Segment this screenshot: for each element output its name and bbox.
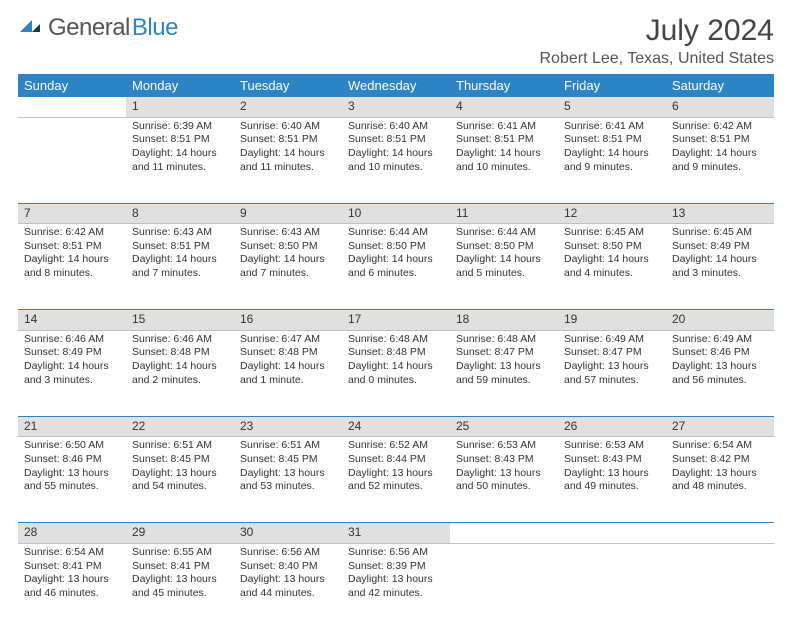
day-detail-cell: Sunrise: 6:40 AMSunset: 8:51 PMDaylight:… [234, 117, 342, 203]
day-detail-cell: Sunrise: 6:53 AMSunset: 8:43 PMDaylight:… [450, 437, 558, 523]
day-number-cell: 17 [342, 310, 450, 331]
day-number-cell: 10 [342, 203, 450, 224]
weekday-header: Monday [126, 74, 234, 97]
day-number-cell: 30 [234, 523, 342, 544]
day-detail-cell: Sunrise: 6:41 AMSunset: 8:51 PMDaylight:… [558, 117, 666, 203]
weekday-header: Tuesday [234, 74, 342, 97]
weekday-header: Wednesday [342, 74, 450, 97]
day-detail-cell: Sunrise: 6:54 AMSunset: 8:41 PMDaylight:… [18, 543, 126, 629]
weekday-header: Sunday [18, 74, 126, 97]
day-number-cell: 28 [18, 523, 126, 544]
day-number-cell: 15 [126, 310, 234, 331]
day-detail-cell: Sunrise: 6:39 AMSunset: 8:51 PMDaylight:… [126, 117, 234, 203]
day-detail-cell: Sunrise: 6:48 AMSunset: 8:47 PMDaylight:… [450, 330, 558, 416]
day-detail-cell: Sunrise: 6:47 AMSunset: 8:48 PMDaylight:… [234, 330, 342, 416]
day-number-cell [558, 523, 666, 544]
day-number-cell: 3 [342, 97, 450, 117]
day-detail-cell: Sunrise: 6:48 AMSunset: 8:48 PMDaylight:… [342, 330, 450, 416]
day-number-cell: 4 [450, 97, 558, 117]
day-detail-cell: Sunrise: 6:45 AMSunset: 8:50 PMDaylight:… [558, 224, 666, 310]
day-number-cell: 1 [126, 97, 234, 117]
day-detail-cell: Sunrise: 6:49 AMSunset: 8:46 PMDaylight:… [666, 330, 774, 416]
calendar-table: SundayMondayTuesdayWednesdayThursdayFrid… [18, 74, 774, 629]
day-number-cell: 25 [450, 416, 558, 437]
location-label: Robert Lee, Texas, United States [539, 50, 774, 68]
day-detail-cell: Sunrise: 6:43 AMSunset: 8:50 PMDaylight:… [234, 224, 342, 310]
day-number-cell: 26 [558, 416, 666, 437]
weekday-header: Friday [558, 74, 666, 97]
day-number-cell: 22 [126, 416, 234, 437]
day-number-cell: 24 [342, 416, 450, 437]
day-detail-cell: Sunrise: 6:40 AMSunset: 8:51 PMDaylight:… [342, 117, 450, 203]
day-number-cell: 14 [18, 310, 126, 331]
day-number-cell: 31 [342, 523, 450, 544]
day-number-cell: 20 [666, 310, 774, 331]
logo-text-2: Blue [132, 14, 178, 42]
day-detail-cell: Sunrise: 6:49 AMSunset: 8:47 PMDaylight:… [558, 330, 666, 416]
day-detail-cell [18, 117, 126, 203]
day-detail-cell [558, 543, 666, 629]
logo-icon [18, 16, 46, 41]
day-number-cell: 12 [558, 203, 666, 224]
logo-text-1: General [48, 14, 130, 42]
day-detail-cell: Sunrise: 6:51 AMSunset: 8:45 PMDaylight:… [126, 437, 234, 523]
day-number-cell: 9 [234, 203, 342, 224]
day-number-cell: 2 [234, 97, 342, 117]
day-detail-cell [450, 543, 558, 629]
day-detail-cell [666, 543, 774, 629]
day-detail-cell: Sunrise: 6:56 AMSunset: 8:40 PMDaylight:… [234, 543, 342, 629]
day-detail-cell: Sunrise: 6:44 AMSunset: 8:50 PMDaylight:… [342, 224, 450, 310]
calendar-head: SundayMondayTuesdayWednesdayThursdayFrid… [18, 74, 774, 97]
day-number-cell: 18 [450, 310, 558, 331]
day-number-cell: 8 [126, 203, 234, 224]
day-detail-cell: Sunrise: 6:54 AMSunset: 8:42 PMDaylight:… [666, 437, 774, 523]
weekday-header: Saturday [666, 74, 774, 97]
day-detail-cell: Sunrise: 6:43 AMSunset: 8:51 PMDaylight:… [126, 224, 234, 310]
day-number-cell [18, 97, 126, 117]
day-number-cell: 6 [666, 97, 774, 117]
day-number-cell: 7 [18, 203, 126, 224]
day-detail-cell: Sunrise: 6:42 AMSunset: 8:51 PMDaylight:… [666, 117, 774, 203]
day-detail-cell: Sunrise: 6:52 AMSunset: 8:44 PMDaylight:… [342, 437, 450, 523]
day-detail-cell: Sunrise: 6:51 AMSunset: 8:45 PMDaylight:… [234, 437, 342, 523]
day-number-cell: 19 [558, 310, 666, 331]
day-number-cell: 13 [666, 203, 774, 224]
day-number-cell: 16 [234, 310, 342, 331]
day-detail-cell: Sunrise: 6:46 AMSunset: 8:48 PMDaylight:… [126, 330, 234, 416]
title-block: July 2024 Robert Lee, Texas, United Stat… [539, 14, 774, 68]
day-number-cell: 5 [558, 97, 666, 117]
weekday-header: Thursday [450, 74, 558, 97]
day-detail-cell: Sunrise: 6:45 AMSunset: 8:49 PMDaylight:… [666, 224, 774, 310]
day-detail-cell: Sunrise: 6:53 AMSunset: 8:43 PMDaylight:… [558, 437, 666, 523]
day-number-cell: 11 [450, 203, 558, 224]
day-number-cell: 27 [666, 416, 774, 437]
day-detail-cell: Sunrise: 6:55 AMSunset: 8:41 PMDaylight:… [126, 543, 234, 629]
day-number-cell [666, 523, 774, 544]
day-detail-cell: Sunrise: 6:41 AMSunset: 8:51 PMDaylight:… [450, 117, 558, 203]
day-number-cell: 21 [18, 416, 126, 437]
page-title: July 2024 [539, 14, 774, 48]
day-detail-cell: Sunrise: 6:42 AMSunset: 8:51 PMDaylight:… [18, 224, 126, 310]
day-number-cell: 23 [234, 416, 342, 437]
day-detail-cell: Sunrise: 6:46 AMSunset: 8:49 PMDaylight:… [18, 330, 126, 416]
day-detail-cell: Sunrise: 6:44 AMSunset: 8:50 PMDaylight:… [450, 224, 558, 310]
day-detail-cell: Sunrise: 6:56 AMSunset: 8:39 PMDaylight:… [342, 543, 450, 629]
day-detail-cell: Sunrise: 6:50 AMSunset: 8:46 PMDaylight:… [18, 437, 126, 523]
header: General Blue July 2024 Robert Lee, Texas… [18, 14, 774, 68]
logo: General Blue [18, 14, 178, 42]
day-number-cell: 29 [126, 523, 234, 544]
day-number-cell [450, 523, 558, 544]
